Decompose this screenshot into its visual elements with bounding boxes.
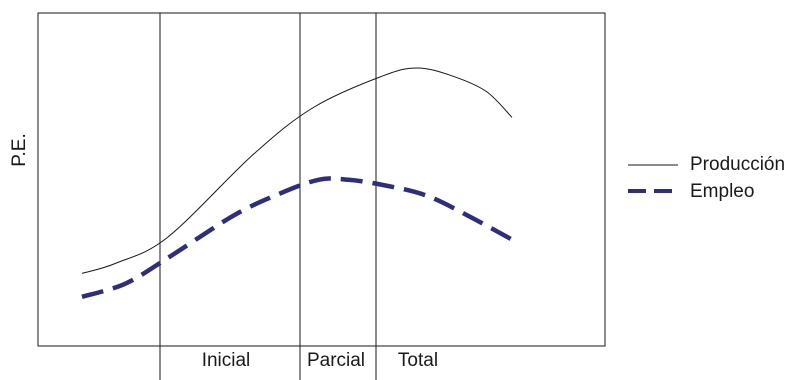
series-line-produccion bbox=[81, 67, 513, 274]
plot-frame bbox=[37, 12, 606, 347]
series-line-empleo bbox=[81, 176, 514, 299]
legend-label-empleo: Empleo bbox=[690, 181, 754, 202]
legend: Producción Empleo bbox=[628, 154, 785, 202]
x-tick-label-inicial: Inicial bbox=[202, 350, 251, 371]
series-layer bbox=[81, 67, 514, 299]
x-tick-label-parcial: Parcial bbox=[307, 350, 365, 371]
y-axis-label: P.E. bbox=[9, 133, 30, 166]
x-tick-label-total: Total bbox=[398, 350, 438, 371]
legend-label-produccion: Producción bbox=[690, 154, 785, 175]
